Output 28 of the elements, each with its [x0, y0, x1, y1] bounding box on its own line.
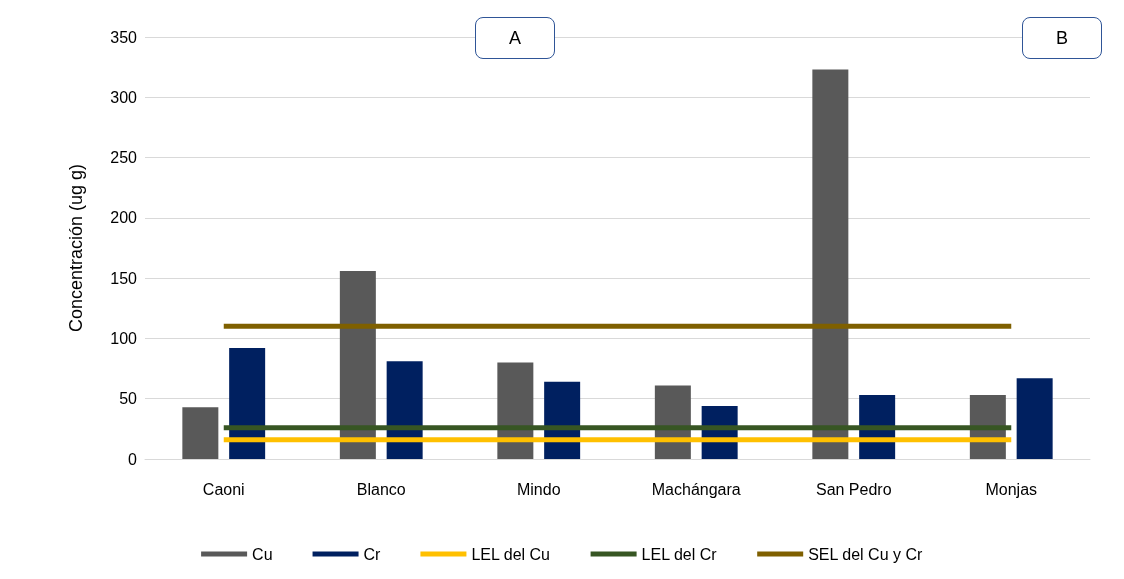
legend-label: LEL del Cr [641, 545, 718, 563]
legend-label: Cr [363, 545, 382, 563]
x-tick-label: Monjas [985, 480, 1038, 498]
y-tick-label: 50 [119, 390, 138, 408]
legend-label: SEL del Cu y Cr [808, 545, 923, 563]
bar [386, 361, 423, 459]
x-tick-label: San Pedro [815, 480, 892, 498]
y-tick-label: 150 [110, 269, 138, 287]
y-tick-label: 350 [110, 28, 138, 46]
x-tick-label: Blanco [356, 480, 406, 498]
y-tick-label: 0 [128, 450, 138, 468]
y-tick-label: 200 [110, 209, 138, 227]
y-tick-label: 100 [110, 329, 138, 347]
y-axis-title: Concentración (ug g) [66, 163, 86, 333]
annotation: B [1055, 27, 1069, 49]
bar [1016, 378, 1053, 459]
legend-label: Cu [252, 545, 273, 563]
x-tick-label: Mindo [516, 480, 561, 498]
bar [339, 270, 376, 459]
x-tick-label: Machángara [651, 480, 741, 498]
legend-label: LEL del Cu [471, 545, 551, 563]
y-tick-label: 250 [110, 149, 138, 167]
x-tick-label: Caoni [202, 480, 245, 498]
annotation: A [508, 27, 522, 49]
y-tick-label: 300 [110, 88, 138, 106]
bar [812, 69, 849, 459]
bar [182, 407, 219, 459]
bar [229, 348, 266, 459]
